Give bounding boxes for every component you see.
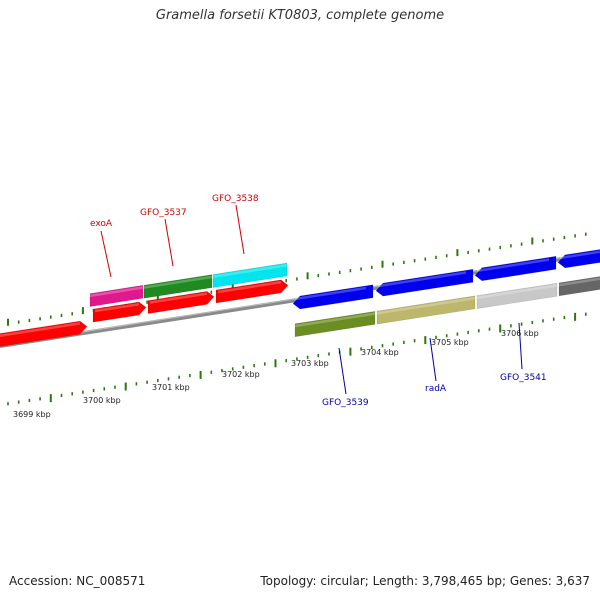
gene-GFO_3539-highlight [295,312,375,328]
gene-GFO_3537 [143,274,213,299]
gene-reverse-blue-2-highlight [378,271,466,288]
scale-label-6: 3704 kbp [361,348,399,357]
leader-line-top-2 [164,218,174,267]
gene-forward-red-4-highlight [218,280,281,294]
scale-label-7: 3705 kbp [431,338,469,347]
gene-label-top-3: GFO_3538 [212,194,259,204]
leader-line-bottom-3 [518,322,523,370]
gene-forward-red-1-highlight [0,322,80,337]
gene-label-top-2: GFO_3537 [140,208,187,218]
gene-reverse-blue-4 [557,249,600,269]
scale-label-4: 3702 kbp [222,370,260,379]
leader-line-bottom-1 [338,347,347,395]
gene-GFO_3541 [476,282,558,309]
genome-summary: Topology: circular; Length: 3,798,465 bp… [260,574,590,588]
gene-reverse-blue-4-highlight [560,250,600,260]
gene-reverse-blue-3-highlight [477,258,549,273]
gene-forward-red-3-highlight [150,292,207,304]
gene-GFO_3538-highlight [213,264,287,278]
gene-GFO_3541-highlight [477,284,557,300]
accession-label: Accession: NC_008571 [9,574,146,588]
gene-label-bottom-2: radA [425,384,447,394]
gene-label-bottom-1: GFO_3539 [322,398,369,408]
gene-radA [376,295,476,325]
gene-exoA-highlight [90,286,143,298]
leader-line-top-3 [235,204,245,255]
gene-radA-highlight [377,296,475,315]
scale-label-3: 3701 kbp [152,383,190,392]
gene-forward-red-2-highlight [95,303,139,313]
gene-label-bottom-3: GFO_3541 [500,373,547,383]
scale-label-5: 3703 kbp [291,359,329,368]
gene-forward-red-2 [92,301,147,323]
map-title: Gramella forsetii KT0803, complete genom… [155,8,445,23]
leader-line-bottom-2 [429,337,437,382]
gene-GFO_3537-highlight [144,275,212,289]
gene-GFO_3539 [294,311,376,338]
gene-GFO_3539-outer-highlight [295,286,366,301]
scale-label-1: 3699 kbp [13,410,51,419]
gene-GFO_3538 [212,262,288,288]
gene-forward-red-1 [0,320,88,347]
gene-reverse-blue-3 [474,255,557,282]
gene-exoA [89,284,144,307]
gene-label-top-1: exoA [90,219,113,229]
gene-forward-red-4 [215,279,289,304]
gene-reverse-blue-2 [375,268,474,297]
leader-line-top-1 [100,230,112,278]
gene-reverse-grey-4-highlight [559,277,600,287]
gene-reverse-grey-4 [558,276,600,297]
gene-forward-red-3 [147,291,215,314]
gene-GFO_3539-outer [292,284,374,310]
scale-label-2: 3700 kbp [83,396,121,405]
